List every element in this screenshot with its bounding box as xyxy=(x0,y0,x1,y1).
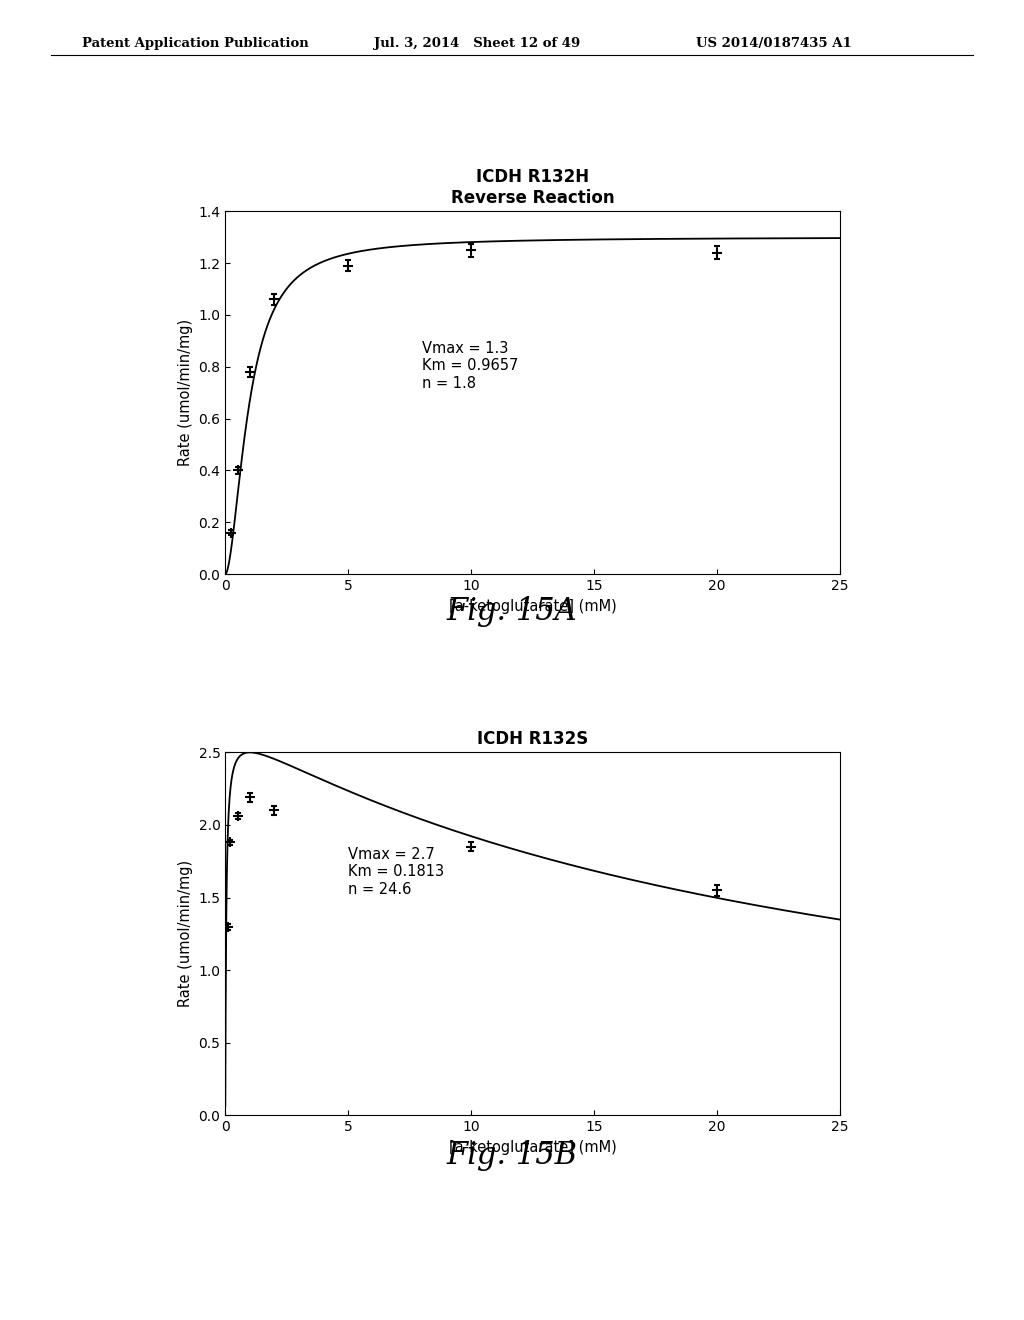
Title: ICDH R132H
Reverse Reaction: ICDH R132H Reverse Reaction xyxy=(451,168,614,207)
X-axis label: [a-ketoglutarate] (mM): [a-ketoglutarate] (mM) xyxy=(449,1139,616,1155)
Text: Vmax = 1.3
Km = 0.9657
n = 1.8: Vmax = 1.3 Km = 0.9657 n = 1.8 xyxy=(422,341,518,391)
Y-axis label: Rate (umol/min/mg): Rate (umol/min/mg) xyxy=(178,861,193,1007)
Text: Fig. 15B: Fig. 15B xyxy=(446,1140,578,1171)
Y-axis label: Rate (umol/min/mg): Rate (umol/min/mg) xyxy=(178,319,193,466)
Text: US 2014/0187435 A1: US 2014/0187435 A1 xyxy=(696,37,852,50)
Text: Patent Application Publication: Patent Application Publication xyxy=(82,37,308,50)
Text: Fig. 15A: Fig. 15A xyxy=(446,597,578,627)
Text: Vmax = 2.7
Km = 0.1813
n = 24.6: Vmax = 2.7 Km = 0.1813 n = 24.6 xyxy=(348,847,444,896)
X-axis label: [a-ketoglutarate] (mM): [a-ketoglutarate] (mM) xyxy=(449,598,616,614)
Title: ICDH R132S: ICDH R132S xyxy=(477,730,588,748)
Text: Jul. 3, 2014   Sheet 12 of 49: Jul. 3, 2014 Sheet 12 of 49 xyxy=(374,37,580,50)
